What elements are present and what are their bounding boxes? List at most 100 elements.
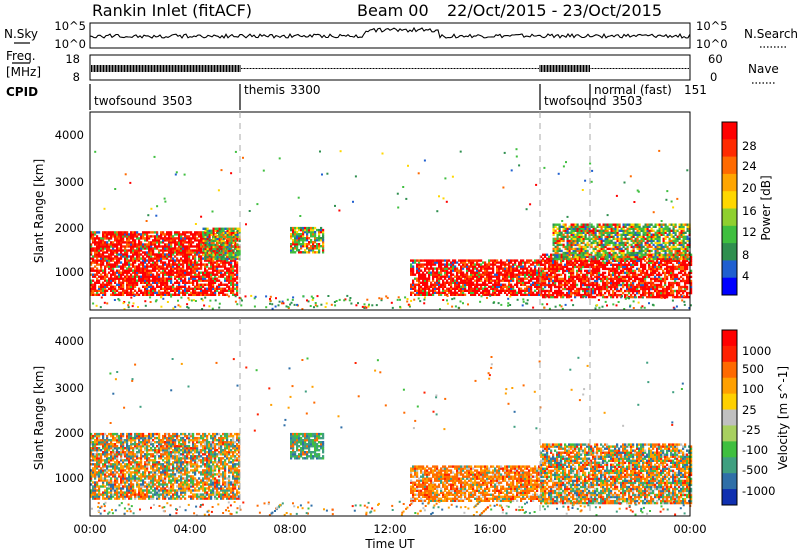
heatmap-cell: [203, 234, 205, 236]
heatmap-cell: [235, 228, 237, 230]
heatmap-cell: [235, 240, 237, 242]
heatmap-cell: [602, 294, 604, 296]
heatmap-cell: [154, 288, 156, 290]
heatmap-cell: [211, 230, 213, 232]
heatmap-cell: [634, 294, 636, 296]
heatmap-cell: [166, 278, 168, 280]
heatmap-cell: [180, 233, 182, 235]
nave-tick-bottom: 0: [710, 70, 717, 84]
heatmap-cell: [446, 270, 448, 272]
heatmap-cell: [642, 276, 644, 278]
heatmap-cell: [166, 272, 168, 274]
heatmap-cell: [680, 266, 682, 268]
heatmap-cell: [225, 258, 227, 260]
heatmap-cell: [223, 228, 225, 230]
heatmap-cell: [219, 228, 221, 230]
heatmap-cell: [559, 248, 561, 250]
heatmap-cell: [563, 234, 565, 236]
heatmap-cell: [164, 243, 166, 245]
heatmap-cell: [213, 228, 215, 230]
heatmap-cell: [224, 288, 226, 290]
heatmap-cell: [652, 292, 654, 294]
heatmap-cell: [216, 278, 218, 280]
heatmap-cell: [644, 266, 646, 268]
heatmap-cell: [318, 229, 320, 231]
heatmap-cell: [450, 270, 452, 272]
heatmap-cell: [221, 256, 223, 258]
heatmap-cell: [490, 272, 492, 274]
heatmap-cell: [150, 241, 152, 243]
heatmap-cell: [574, 280, 576, 282]
heatmap-cell: [522, 259, 524, 261]
heatmap-cell: [562, 292, 564, 294]
heatmap-cell: [134, 249, 136, 251]
heatmap-cell: [660, 280, 662, 282]
heatmap-cell: [116, 284, 118, 286]
heatmap-cell: [564, 264, 566, 266]
heatmap-cell: [158, 235, 160, 237]
heatmap-cell: [182, 282, 184, 284]
heatmap-cell: [116, 270, 118, 272]
heatmap-cell: [100, 257, 102, 259]
heatmap-cell: [626, 280, 628, 282]
heatmap-cell: [654, 262, 656, 264]
heatmap-cell: [440, 292, 442, 294]
heatmap-cell: [534, 265, 536, 267]
heatmap-cell: [176, 286, 178, 288]
heatmap-cell: [572, 292, 574, 294]
heatmap-cell: [506, 270, 508, 272]
heatmap-cell: [654, 276, 656, 278]
heatmap-cell: [646, 292, 648, 294]
heatmap-cell: [104, 255, 106, 257]
heatmap-cell: [106, 257, 108, 259]
heatmap-cell: [218, 276, 220, 278]
heatmap-cell: [444, 270, 446, 272]
heatmap-cell: [104, 284, 106, 286]
heatmap-cell: [638, 278, 640, 280]
heatmap-cell: [215, 244, 217, 246]
heatmap-cell: [634, 270, 636, 272]
heatmap-cell: [512, 286, 514, 288]
heatmap-cell: [612, 278, 614, 280]
heatmap-cell: [124, 276, 126, 278]
heatmap-cell: [604, 276, 606, 278]
heatmap-cell: [686, 286, 688, 288]
heatmap-cell: [506, 294, 508, 296]
heatmap-cell: [92, 231, 94, 233]
heatmap-cell: [213, 254, 215, 256]
heatmap-cell: [102, 276, 104, 278]
heatmap-cell: [198, 272, 200, 274]
heatmap-cell: [174, 243, 176, 245]
heatmap-cell: [666, 286, 668, 288]
heatmap-cell: [140, 261, 142, 263]
heatmap-cell: [156, 245, 158, 247]
heatmap-cell: [572, 280, 574, 282]
heatmap-cell: [160, 282, 162, 284]
heatmap-cell: [128, 292, 130, 294]
heatmap-cell: [296, 231, 298, 233]
heatmap-cell: [464, 294, 466, 296]
heatmap-cell: [563, 226, 565, 228]
heatmap-cell: [565, 226, 567, 228]
heatmap-cell: [186, 235, 188, 237]
heatmap-cell: [205, 228, 207, 230]
heatmap-cell: [237, 244, 239, 246]
heatmap-cell: [660, 274, 662, 276]
heatmap-cell: [164, 267, 166, 269]
heatmap-cell: [162, 292, 164, 294]
heatmap-cell: [184, 231, 186, 233]
heatmap-cell: [230, 288, 232, 290]
heatmap-cell: [594, 276, 596, 278]
heatmap-cell: [314, 245, 316, 247]
heatmap-cell: [152, 270, 154, 272]
heatmap-cell: [116, 231, 118, 233]
heatmap-cell: [233, 228, 235, 230]
heatmap-cell: [118, 231, 120, 233]
heatmap-cell: [228, 267, 230, 269]
heatmap-cell: [156, 292, 158, 294]
heatmap-cell: [560, 290, 562, 292]
heatmap-cell: [436, 270, 438, 272]
heatmap-cell: [620, 288, 622, 290]
heatmap-cell: [634, 280, 636, 282]
heatmap-cell: [559, 254, 561, 256]
